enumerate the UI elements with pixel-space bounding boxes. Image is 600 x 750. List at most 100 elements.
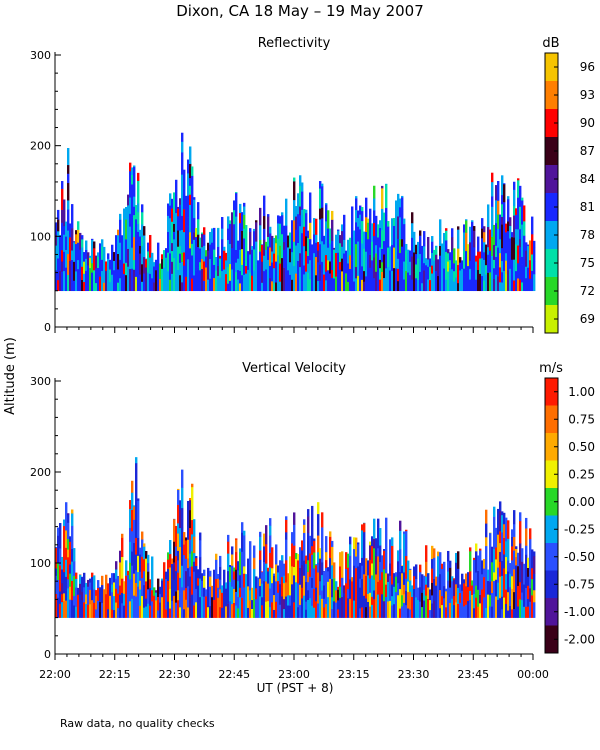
reflectivity-echo-cell: [93, 241, 96, 249]
vertical-velocity-echo-cell: [167, 568, 170, 581]
reflectivity-echo-cell: [243, 228, 246, 239]
reflectivity-echo-cell: [483, 251, 486, 260]
vertical-velocity-echo-cell: [81, 576, 84, 592]
vertical-velocity-echo-cell: [201, 580, 204, 597]
reflectivity-echo-cell: [187, 195, 190, 218]
vertical-velocity-echo-cell: [355, 567, 358, 588]
reflectivity-echo-cell: [221, 217, 224, 229]
reflectivity-echo-cell: [179, 253, 182, 263]
reflectivity-echo-cell: [251, 249, 254, 265]
reflectivity-echo-cell: [187, 217, 190, 227]
reflectivity-echo-cell: [93, 270, 96, 292]
reflectivity-echo-cell: [329, 243, 332, 262]
reflectivity-echo-cell: [131, 198, 134, 218]
reflectivity-echo-cell: [325, 204, 328, 222]
vertical-velocity-echo-cell: [115, 602, 118, 618]
vertical-velocity-echo-cell: [401, 572, 404, 596]
vertical-velocity-echo-cell: [189, 499, 192, 511]
reflectivity-echo-cell: [171, 250, 174, 262]
reflectivity-echo-cell: [117, 282, 120, 292]
reflectivity-echo-cell: [193, 275, 196, 292]
vertical-velocity-colorbar-label: -0.75: [564, 577, 595, 591]
reflectivity-echo-cell: [447, 249, 450, 254]
vertical-velocity-echo-cell: [347, 588, 350, 599]
vertical-velocity-echo-cell: [113, 573, 116, 583]
vertical-velocity-echo-cell: [493, 535, 496, 550]
reflectivity-echo-cell: [301, 182, 304, 184]
vertical-velocity-echo-cell: [453, 578, 456, 580]
reflectivity-echo-cell: [139, 245, 142, 254]
reflectivity-echo-cell: [501, 247, 504, 262]
vertical-velocity-echo-cell: [177, 572, 180, 591]
vertical-velocity-echo-cell: [177, 488, 180, 491]
vertical-velocity-echo-cell: [423, 589, 426, 601]
vertical-velocity-echo-cell: [403, 602, 406, 618]
vertical-velocity-echo-cell: [219, 555, 222, 567]
vertical-velocity-echo-cell: [237, 570, 240, 582]
reflectivity-echo-cell: [137, 203, 140, 213]
vertical-velocity-echo-cell: [271, 602, 274, 618]
vertical-velocity-echo-cell: [441, 604, 444, 618]
vertical-velocity-echo-cell: [87, 593, 90, 605]
vertical-velocity-echo-cell: [57, 527, 60, 536]
reflectivity-echo-cell: [117, 234, 120, 255]
vertical-velocity-echo-cell: [529, 601, 532, 618]
reflectivity-echo-cell: [107, 258, 110, 270]
vertical-velocity-echo-cell: [173, 579, 176, 596]
reflectivity-echo-cell: [259, 239, 262, 252]
reflectivity-echo-cell: [55, 234, 58, 246]
reflectivity-echo-cell: [469, 242, 472, 261]
vertical-velocity-echo-cell: [511, 588, 514, 610]
vertical-velocity-echo-cell: [301, 587, 304, 599]
vertical-velocity-echo-cell: [259, 550, 262, 560]
reflectivity-echo-cell: [133, 269, 136, 292]
reflectivity-echo-cell: [313, 218, 316, 235]
reflectivity-echo-cell: [273, 237, 276, 254]
vertical-velocity-echo-cell: [377, 594, 380, 618]
vertical-velocity-echo-cell: [399, 571, 402, 590]
reflectivity-echo-cell: [229, 263, 232, 281]
vertical-velocity-echo-cell: [291, 584, 294, 597]
vertical-velocity-echo-cell: [503, 523, 506, 538]
vertical-velocity-echo-cell: [175, 602, 178, 618]
reflectivity-echo-cell: [415, 244, 418, 255]
reflectivity-echo-cell: [237, 269, 240, 280]
vertical-velocity-echo-cell: [133, 505, 136, 507]
reflectivity-echo-cell: [429, 279, 432, 292]
vertical-velocity-echo-cell: [479, 572, 482, 595]
vertical-velocity-echo-cell: [167, 601, 170, 618]
reflectivity-echo-cell: [57, 219, 60, 232]
vertical-velocity-echo-cell: [287, 595, 290, 606]
vertical-velocity-echo-cell: [137, 498, 140, 501]
reflectivity-echo-cell: [319, 280, 322, 292]
vertical-velocity-echo-cell: [505, 573, 508, 590]
reflectivity-echo-cell: [497, 228, 500, 248]
reflectivity-echo-cell: [181, 141, 184, 153]
reflectivity-echo-cell: [189, 177, 192, 186]
vertical-velocity-echo-cell: [485, 545, 488, 568]
vertical-velocity-echo-cell: [277, 580, 280, 593]
reflectivity-echo-cell: [499, 252, 502, 268]
reflectivity-echo-cell: [205, 267, 208, 292]
vertical-velocity-echo-cell: [227, 603, 230, 618]
reflectivity-echo-cell: [497, 214, 500, 229]
vertical-velocity-echo-cell: [303, 545, 306, 561]
vertical-velocity-echo-cell: [127, 596, 130, 618]
reflectivity-colorbar-unit: dB: [542, 36, 559, 51]
reflectivity-echo-cell: [87, 265, 90, 273]
vertical-velocity-echo-cell: [423, 600, 426, 618]
reflectivity-echo-cell: [513, 280, 516, 292]
vertical-velocity-echo-cell: [147, 571, 150, 590]
vertical-velocity-echo-cell: [369, 559, 372, 579]
reflectivity-echo-cell: [375, 215, 378, 225]
reflectivity-echo-cell: [315, 218, 318, 235]
vertical-velocity-echo-cell: [313, 540, 316, 553]
vertical-velocity-echo-cell: [473, 607, 476, 618]
reflectivity-echo-cell: [503, 242, 506, 264]
vertical-velocity-echo-cell: [379, 528, 382, 546]
reflectivity-echo-cell: [507, 221, 510, 232]
vertical-velocity-echo-cell: [525, 545, 528, 555]
reflectivity-echo-cell: [151, 252, 154, 255]
reflectivity-echo-cell: [151, 254, 154, 268]
vertical-velocity-echo-cell: [197, 569, 200, 579]
